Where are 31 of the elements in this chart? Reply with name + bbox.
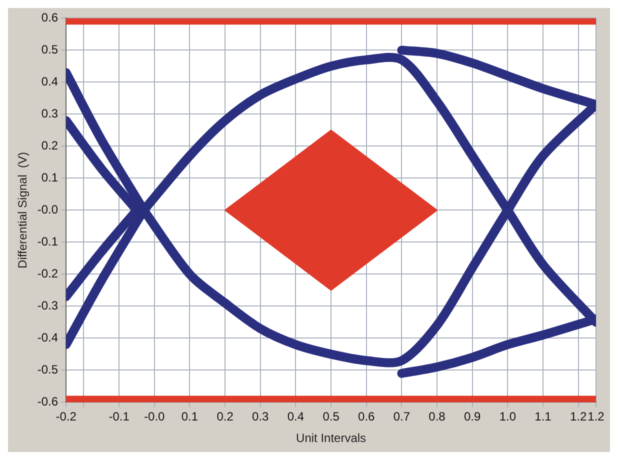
y-tick-label: 0.1 bbox=[41, 170, 58, 185]
x-tick-label: -0.0 bbox=[144, 410, 166, 424]
x-tick-label: 0.5 bbox=[322, 410, 340, 424]
y-tick-label: 0.3 bbox=[41, 106, 58, 121]
y-tick-label: -0.1 bbox=[37, 234, 58, 249]
x-tick-label: 1.1 bbox=[534, 410, 552, 424]
y-axis-title: Differential Signal (V) bbox=[16, 152, 30, 268]
y-tick-label: 0.4 bbox=[41, 74, 58, 89]
x-tick-label: -0.1 bbox=[108, 410, 130, 424]
y-tick-label: -0.4 bbox=[37, 330, 58, 345]
y-tick-label: -0.3 bbox=[37, 298, 58, 313]
x-tick-label: 0.1 bbox=[181, 410, 198, 424]
x-tick-label: 1.2 bbox=[588, 410, 605, 424]
y-tick-label: -0.0 bbox=[37, 202, 58, 217]
y-tick-label: -0.5 bbox=[37, 362, 58, 377]
y-tick-label: 0.6 bbox=[41, 10, 58, 25]
x-tick-label: 0.7 bbox=[393, 410, 410, 424]
x-axis-title: Unit Intervals bbox=[296, 431, 366, 446]
y-tick-label: -0.6 bbox=[37, 394, 58, 409]
x-tick-label: 0.2 bbox=[216, 410, 234, 424]
x-tick-label: 0.8 bbox=[428, 410, 446, 424]
x-tick-label: 0.3 bbox=[252, 410, 270, 424]
x-tick-label: 1.2 bbox=[570, 410, 587, 424]
x-tick-label: -0.2 bbox=[56, 410, 77, 424]
y-tick-label: -0.2 bbox=[37, 266, 58, 281]
x-tick-label: 0.9 bbox=[464, 410, 482, 424]
x-tick-label: 0.6 bbox=[358, 410, 376, 424]
x-tick-label: 0.4 bbox=[287, 410, 304, 424]
y-tick-label: 0.5 bbox=[41, 42, 58, 57]
y-tick-label: 0.2 bbox=[41, 138, 58, 153]
x-tick-label: 1.0 bbox=[499, 410, 516, 424]
